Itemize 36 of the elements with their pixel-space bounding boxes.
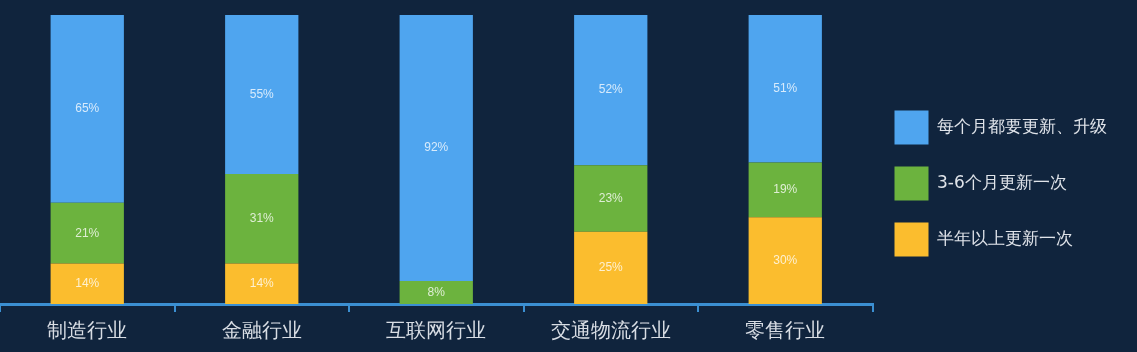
bar [399,15,473,281]
bar [225,15,299,174]
bar [748,162,822,218]
x-tick-label: 金融行业 [221,318,302,343]
legend-label: 半年以上更新一次 [937,227,1073,248]
x-tick-label: 制造行业 [47,318,128,343]
bar [574,231,648,304]
bar [225,173,299,264]
data-label: 52% [598,82,624,97]
data-label: 30% [773,252,798,267]
bar [748,217,822,304]
bar [225,263,299,304]
data-label: 14% [75,276,100,291]
data-label: 65% [75,101,100,116]
legend-label: 3-6个月更新一次 [937,171,1067,192]
data-label: 25% [598,260,624,275]
bar [748,15,822,163]
bar [50,263,124,304]
data-label: 14% [249,276,275,291]
data-label: 92% [424,140,449,155]
data-label: 55% [249,86,275,101]
bar [399,280,473,304]
x-tick-label: 零售行业 [745,318,826,343]
data-label: 31% [249,211,275,226]
bar [574,165,648,232]
legend-label: 每个月都要更新、升级 [937,115,1107,136]
data-label: 19% [773,182,798,197]
bar [574,15,648,166]
data-label: 8% [427,284,446,299]
data-label: 51% [773,81,798,96]
bar [50,202,124,264]
bar [50,15,124,203]
x-tick-label: 互联网行业 [386,318,487,343]
x-tick-label: 交通物流行业 [550,318,671,343]
data-label: 23% [598,190,624,205]
data-label: 21% [75,225,100,240]
